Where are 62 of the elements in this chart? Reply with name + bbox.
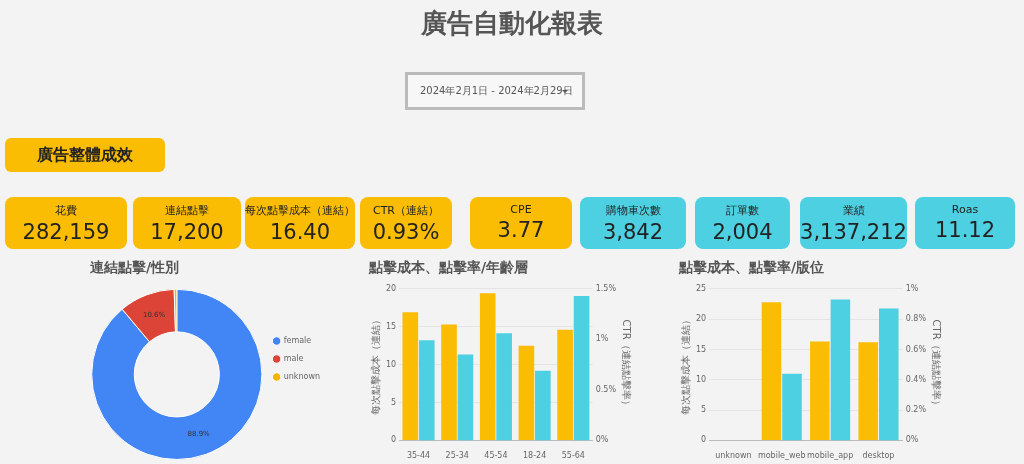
x-tick-label: unknown xyxy=(715,451,752,461)
y2-tick-label: 0.4% xyxy=(905,374,927,384)
data-label: 17,200 xyxy=(149,220,225,244)
y-tick-label: 0 xyxy=(391,435,397,445)
data-label: 2,004 xyxy=(711,220,774,244)
y-tick-label: 25 xyxy=(695,283,707,293)
x-tick-label: 35-44 xyxy=(406,451,431,461)
x-tick-label: mobile_app xyxy=(807,451,854,461)
text: 廣告整體成效 xyxy=(5,138,165,172)
y-tick-label: 5 xyxy=(391,397,397,407)
y2-tick-label: 0% xyxy=(905,435,919,445)
y2-tick-label: 0.2% xyxy=(905,405,927,415)
chart-title: 連結點擊/性別 xyxy=(89,259,180,276)
category-label: 業績 xyxy=(841,203,866,218)
y-tick-label: 15 xyxy=(385,321,397,331)
legend-label: unknown xyxy=(283,372,321,382)
data-label: 11.12 xyxy=(933,218,997,242)
y2-tick-label: 0% xyxy=(595,435,609,445)
y-tick-label: 0 xyxy=(701,435,707,445)
data-label: 282,159 xyxy=(21,220,111,244)
category-label: 每次點擊成本（連結） xyxy=(245,203,355,218)
y2-tick-label: 0.8% xyxy=(905,314,927,324)
y2-axis-title: CTR（連結點擊率） xyxy=(621,319,633,410)
legend-label: male xyxy=(283,354,304,364)
data-label: 3,842 xyxy=(601,220,665,244)
y2-tick-label: 0.6% xyxy=(905,344,927,354)
y2-tick-label: 1.5% xyxy=(595,283,617,293)
y-tick-label: 5 xyxy=(701,405,707,415)
chart-title: 點擊成本、點擊率/版位 xyxy=(678,259,825,276)
data-label: 0.93% xyxy=(371,220,441,244)
x-tick-label: 18-24 xyxy=(523,451,547,461)
data-label: 3,137,212 xyxy=(800,220,907,244)
x-tick-label: desktop xyxy=(862,451,895,461)
category-label: CPE xyxy=(509,203,533,216)
x-tick-label: 25-34 xyxy=(445,451,469,461)
category-label: 連結點擊 xyxy=(164,203,210,218)
y-tick-label: 20 xyxy=(385,283,397,293)
category-label: 訂單數 xyxy=(725,203,760,218)
legend-label: female xyxy=(283,336,312,346)
x-tick-label: 45-54 xyxy=(484,451,508,461)
category-label: 花費 xyxy=(54,203,78,218)
y2-tick-label: 1% xyxy=(595,334,609,344)
x-tick-label: mobile_web xyxy=(757,451,806,461)
y-tick-label: 15 xyxy=(695,344,707,354)
y2-axis-title: CTR（連結點擊率） xyxy=(931,319,943,410)
data-label: 3.77 xyxy=(496,218,546,242)
category-label: CTR（連結） xyxy=(371,203,440,218)
y-axis-title: 每次點擊成本（連結） xyxy=(369,314,381,415)
y-tick-label: 10 xyxy=(385,359,397,369)
text: 廣告自動化報表 xyxy=(420,7,604,40)
chart-title: 點擊成本、點擊率/年齡層 xyxy=(368,259,529,276)
y2-tick-label: 1% xyxy=(905,283,919,293)
y-tick-label: 10 xyxy=(695,374,707,384)
x-tick-label: 55-64 xyxy=(561,451,585,461)
y2-tick-label: 0.5% xyxy=(595,384,617,394)
bar xyxy=(761,302,782,440)
y-tick-label: 20 xyxy=(695,314,707,324)
category-label: Roas xyxy=(950,203,980,216)
y-axis-title: 每次點擊成本（連結） xyxy=(679,314,691,415)
text: 2024年2月1日 - 2024年2月29日 xyxy=(420,84,573,98)
data-label: 16.40 xyxy=(268,220,332,244)
category-label: 購物車次數 xyxy=(604,203,662,218)
